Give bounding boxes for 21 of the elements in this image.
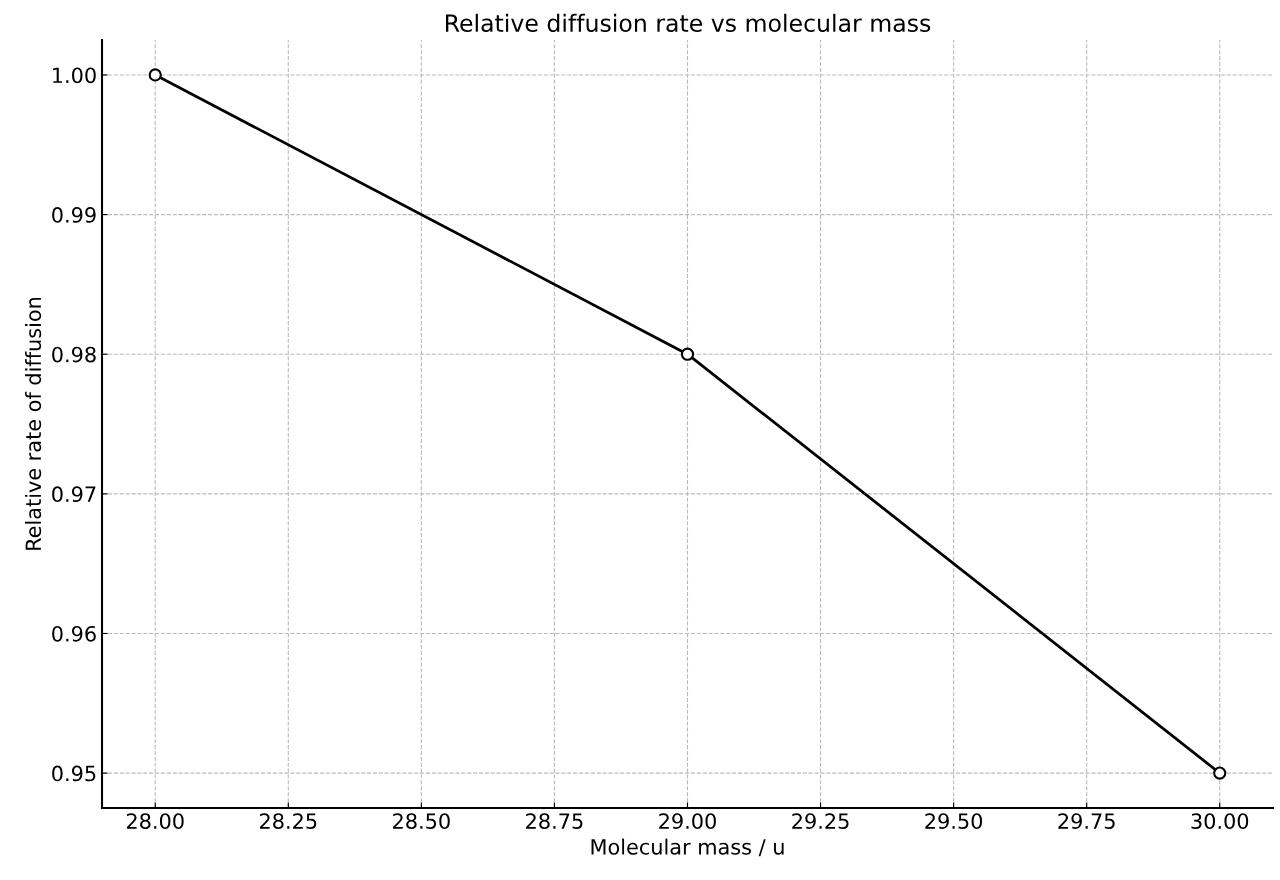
- point: [1213, 766, 1227, 780]
- y-tick-label: 0.95: [52, 765, 96, 782]
- y-tick-label: 0.97: [52, 486, 96, 503]
- x-tick-label: 29.75: [1058, 813, 1115, 829]
- x-tick-label: 29.00: [659, 813, 716, 829]
- x-tick-label: 28.75: [526, 813, 583, 829]
- point: [148, 68, 162, 82]
- y-tick-label: 0.98: [52, 346, 96, 363]
- x-tick-label: 29.25: [792, 813, 849, 829]
- x-tick-label: 28.00: [126, 813, 184, 829]
- y-tick-label: 0.96: [52, 625, 96, 642]
- x-tick-label: 28.25: [260, 813, 317, 829]
- y-tick-label: 1.00: [53, 67, 96, 84]
- chart-title: Relative diffusion rate vs molecular mass: [445, 13, 931, 33]
- point: [680, 347, 695, 361]
- x-tick-label: 30.00: [1191, 813, 1249, 829]
- x-tick-label: 28.50: [393, 813, 450, 829]
- x-tick-label: 29.50: [925, 813, 983, 829]
- x-axis-title: Molecular mass / u: [591, 838, 784, 857]
- y-axis-title: Relative rate of diffusion: [25, 297, 42, 550]
- y-tick-label: 0.99: [52, 207, 96, 223]
